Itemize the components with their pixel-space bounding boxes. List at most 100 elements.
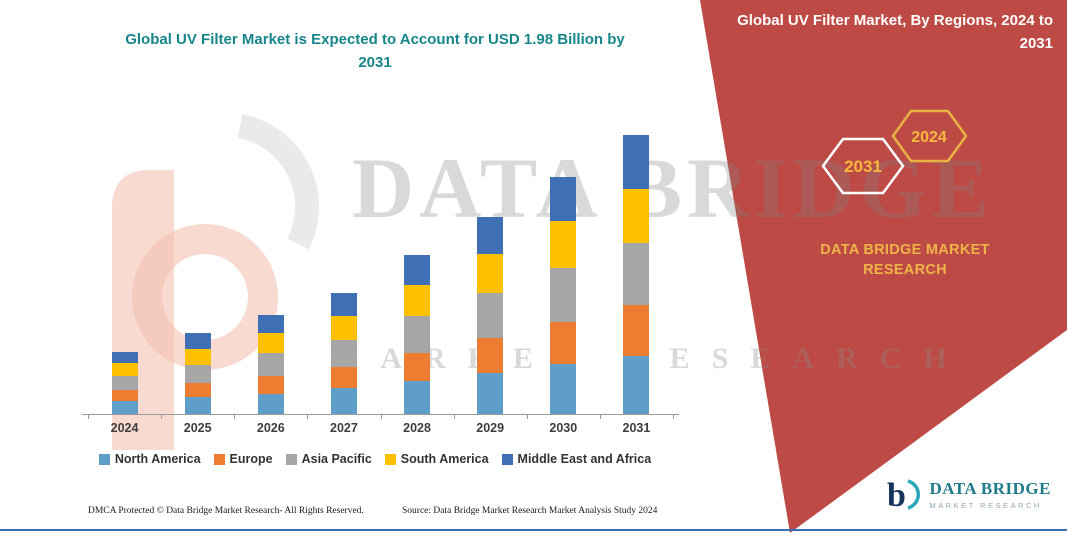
bar-segment-middle-east-and-africa — [184, 333, 211, 349]
legend-label-europe: Europe — [229, 452, 273, 466]
bottom-border-line — [0, 529, 1067, 531]
bar-segment-south-america — [404, 285, 431, 316]
x-label-2024: 2024 — [110, 421, 139, 435]
x-label-2028: 2028 — [403, 421, 431, 435]
dbmr-logo-icon: b — [887, 477, 921, 513]
bar-segment-north-america — [257, 394, 284, 415]
brand-text: DATA BRIDGE MARKET RESEARCH — [785, 240, 1025, 281]
bar-column-2031 — [600, 135, 673, 415]
logo-swoosh — [907, 479, 921, 510]
bar-segment-middle-east-and-africa — [330, 293, 357, 316]
x-label-2029: 2029 — [476, 421, 505, 435]
legend-swatch-europe — [213, 453, 225, 465]
chart-legend: North America Europe Asia Pacific South Ame… — [60, 452, 690, 466]
bar-segment-north-america — [477, 373, 504, 415]
bar-segment-asia-pacific — [404, 316, 431, 353]
legend-item-north-america: North America — [98, 452, 201, 466]
legend-swatch-north-america — [98, 453, 110, 465]
x-label-2026: 2026 — [256, 421, 285, 435]
brand-text-line1: DATA BRIDGE MARKET — [820, 242, 990, 258]
hexagon-2024-label: 2024 — [911, 129, 947, 146]
bar-segment-asia-pacific — [550, 268, 577, 322]
watermark-gray-arc — [237, 114, 319, 250]
bar-segment-asia-pacific — [623, 243, 650, 305]
bar-stack-2027 — [330, 293, 357, 415]
bar-segment-middle-east-and-africa — [404, 255, 431, 285]
legend-item-middle-east-and-africa: Middle East and Africa — [501, 452, 652, 466]
bar-segment-south-america — [257, 333, 284, 353]
panel-header-title: Global UV Filter Market, By Regions, 202… — [737, 12, 1053, 52]
bar-stack-2029 — [477, 217, 504, 415]
bar-segment-north-america — [184, 397, 211, 415]
bar-segment-asia-pacific — [257, 353, 284, 376]
bar-column-2027 — [307, 293, 380, 415]
axis-tick — [453, 415, 455, 419]
bar-segment-north-america — [550, 364, 577, 415]
bar-segment-south-america — [111, 363, 138, 376]
x-label-2025: 2025 — [183, 421, 212, 435]
axis-tick — [599, 415, 601, 419]
bar-segment-north-america — [623, 356, 650, 415]
logo-title: DATA BRIDGE — [929, 478, 1051, 498]
bar-segment-south-america — [330, 316, 357, 340]
bar-segment-south-america — [184, 349, 211, 365]
bar-segment-middle-east-and-africa — [623, 135, 650, 189]
legend-swatch-asia-pacific — [285, 453, 297, 465]
legend-label-asia-pacific: Asia Pacific — [301, 452, 372, 466]
bar-column-2028 — [381, 255, 454, 415]
axis-tick — [161, 415, 163, 419]
legend-swatch-south-america — [384, 453, 396, 465]
bar-segment-north-america — [111, 401, 138, 415]
bar-segment-asia-pacific — [184, 365, 211, 383]
bar-segment-europe — [184, 383, 211, 397]
legend-label-middle-east-and-africa: Middle East and Africa — [517, 452, 652, 466]
bar-segment-north-america — [330, 388, 357, 415]
legend-label-south-america: South America — [400, 452, 489, 466]
legend-item-europe: Europe — [213, 452, 273, 466]
hexagon-2031-label: 2031 — [844, 157, 882, 176]
bar-segment-europe — [623, 305, 650, 356]
bar-segment-europe — [111, 390, 138, 401]
axis-tick — [526, 415, 528, 419]
axis-tick — [234, 415, 236, 419]
bar-segment-north-america — [404, 381, 431, 415]
bar-segment-asia-pacific — [477, 293, 504, 338]
bars-container — [88, 130, 673, 415]
axis-tick — [88, 415, 89, 419]
legend-swatch-middle-east-and-africa — [501, 453, 513, 465]
axis-tick — [380, 415, 382, 419]
watermark-text-line1: DATA BRIDGE — [352, 140, 994, 236]
dbmr-logo: b DATA BRIDGE MARKET RESEARCH — [884, 475, 1051, 513]
bar-segment-asia-pacific — [111, 376, 138, 390]
bar-stack-2028 — [404, 255, 431, 415]
x-label-2030: 2030 — [549, 421, 578, 435]
legend-label-north-america: North America — [114, 452, 201, 466]
bar-segment-europe — [477, 338, 504, 373]
bar-segment-middle-east-and-africa — [550, 177, 577, 221]
bar-column-2030 — [527, 177, 600, 415]
bar-segment-europe — [404, 353, 431, 381]
bar-column-2029 — [454, 217, 527, 415]
bar-segment-europe — [550, 322, 577, 364]
logo-b-glyph: b — [887, 477, 906, 513]
bar-segment-middle-east-and-africa — [257, 315, 284, 333]
bar-column-2024 — [88, 352, 161, 415]
bar-stack-2030 — [550, 177, 577, 415]
bar-segment-europe — [330, 367, 357, 388]
x-label-2027: 2027 — [330, 421, 358, 435]
bar-column-2026 — [234, 315, 307, 415]
bar-segment-middle-east-and-africa — [111, 352, 138, 363]
bar-segment-south-america — [623, 189, 650, 243]
bar-segment-asia-pacific — [330, 340, 357, 367]
brand-text-line2: RESEARCH — [863, 262, 947, 279]
hexagon-2024-outline — [891, 109, 968, 163]
legend-item-asia-pacific: Asia Pacific — [285, 452, 372, 466]
bar-stack-2024 — [111, 352, 138, 415]
legend-item-south-america: South America — [384, 452, 489, 466]
axis-tick — [673, 415, 674, 419]
x-axis-labels: 2024 2025 2026 2027 2028 2029 2030 2031 — [88, 421, 673, 435]
bar-segment-south-america — [550, 221, 577, 268]
bar-stack-2026 — [257, 315, 284, 415]
footer-dmca-text: DMCA Protected © Data Bridge Market Rese… — [88, 506, 364, 516]
